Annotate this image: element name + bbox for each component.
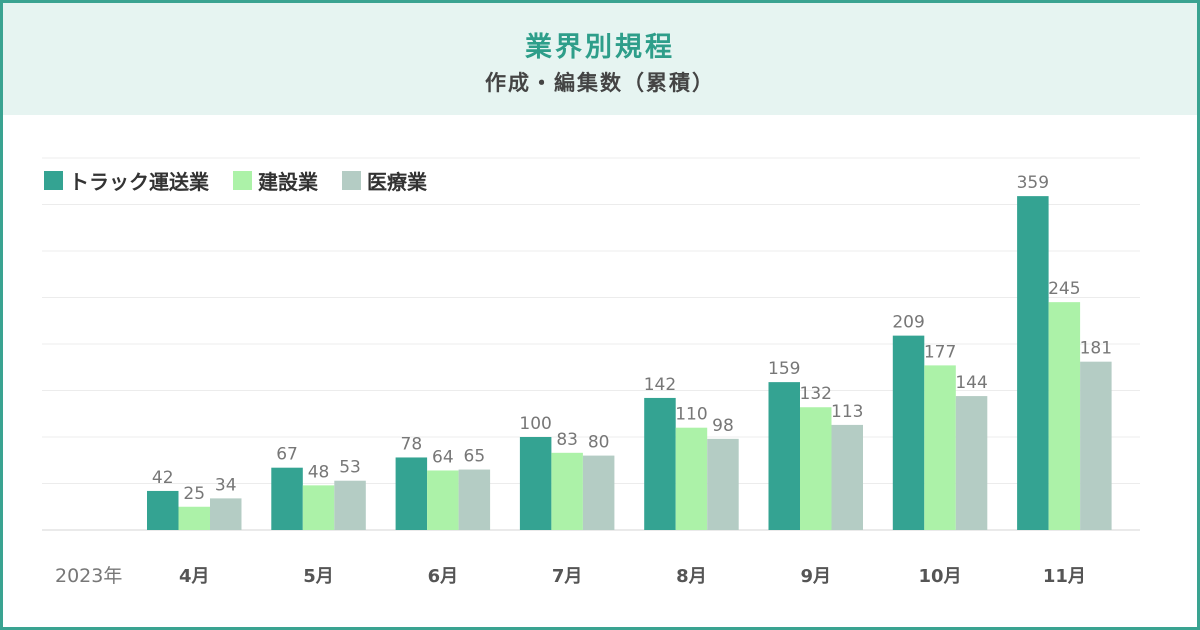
x-tick-label: 4月 [179, 566, 210, 587]
bar-truck [519, 437, 552, 530]
data-label: 64 [432, 447, 454, 467]
bar-construction [427, 470, 459, 530]
x-tick-label: 9月 [800, 566, 831, 587]
legend: トラック運送業 建設業 医療業 [44, 166, 451, 195]
data-label: 100 [519, 414, 551, 434]
bar-medical [831, 424, 863, 530]
data-label: 34 [215, 475, 237, 495]
bar-medical [458, 469, 491, 530]
bar-construction [302, 485, 335, 530]
data-label: 159 [768, 359, 800, 379]
legend-label-construction: 建設業 [258, 170, 318, 194]
data-label: 181 [1080, 339, 1112, 359]
bar-truck [395, 457, 428, 530]
legend-swatch-truck [44, 171, 63, 190]
legend-swatch-medical [342, 171, 361, 190]
bar-medical [1080, 361, 1112, 530]
data-label: 359 [1017, 173, 1049, 193]
data-label: 144 [955, 373, 987, 393]
data-label: 209 [892, 313, 924, 333]
x-tick-label: 6月 [428, 566, 459, 587]
bar-truck [1017, 196, 1049, 530]
x-tick-label: 8月 [676, 566, 707, 587]
bar-truck [147, 490, 179, 530]
x-tick-label: 5月 [303, 566, 334, 587]
data-label: 67 [276, 445, 298, 465]
bar-construction [1048, 302, 1081, 530]
data-label: 53 [339, 458, 361, 478]
x-tick-label: 10月 [919, 566, 962, 587]
data-label: 110 [675, 405, 707, 425]
legend-item-truck: トラック運送業 [44, 166, 209, 195]
data-label: 132 [800, 384, 832, 404]
bar-medical [334, 480, 366, 530]
bar-construction [924, 365, 956, 530]
data-label: 78 [401, 434, 423, 454]
legend-label-truck: トラック運送業 [69, 170, 209, 194]
data-label: 142 [644, 375, 676, 395]
bar-truck [644, 397, 676, 530]
data-label: 25 [183, 484, 205, 504]
data-label: 245 [1048, 279, 1080, 299]
data-label: 42 [152, 468, 174, 488]
bar-medical [707, 438, 739, 530]
data-label: 65 [464, 447, 486, 467]
chart-title: 業界別規程 [525, 32, 675, 63]
legend-label-medical: 医療業 [367, 170, 427, 194]
x-tick-label: 7月 [552, 566, 583, 587]
bar-medical [582, 455, 615, 530]
bar-medical [210, 498, 242, 530]
data-label: 113 [831, 402, 863, 422]
year-label: 2023年 [55, 565, 122, 587]
data-label: 48 [308, 462, 330, 482]
chart-subtitle: 作成・編集数（累積） [485, 71, 715, 95]
bar-construction [551, 452, 583, 530]
legend-item-construction: 建設業 [233, 166, 318, 195]
bar-construction [675, 427, 708, 530]
legend-item-medical: 医療業 [342, 166, 427, 195]
bar-truck [768, 382, 800, 530]
bar-truck [271, 467, 303, 530]
legend-swatch-construction [233, 171, 252, 190]
bar-construction [178, 506, 210, 530]
bar-medical [955, 396, 988, 530]
bar-construction [800, 407, 832, 530]
header-band: 業界別規程 作成・編集数（累積） [3, 3, 1197, 115]
x-tick-label: 11月 [1043, 566, 1086, 587]
data-label: 177 [924, 342, 956, 362]
data-label: 80 [588, 433, 610, 453]
bar-truck [892, 335, 925, 530]
data-label: 83 [556, 430, 578, 450]
data-label: 98 [712, 416, 734, 436]
